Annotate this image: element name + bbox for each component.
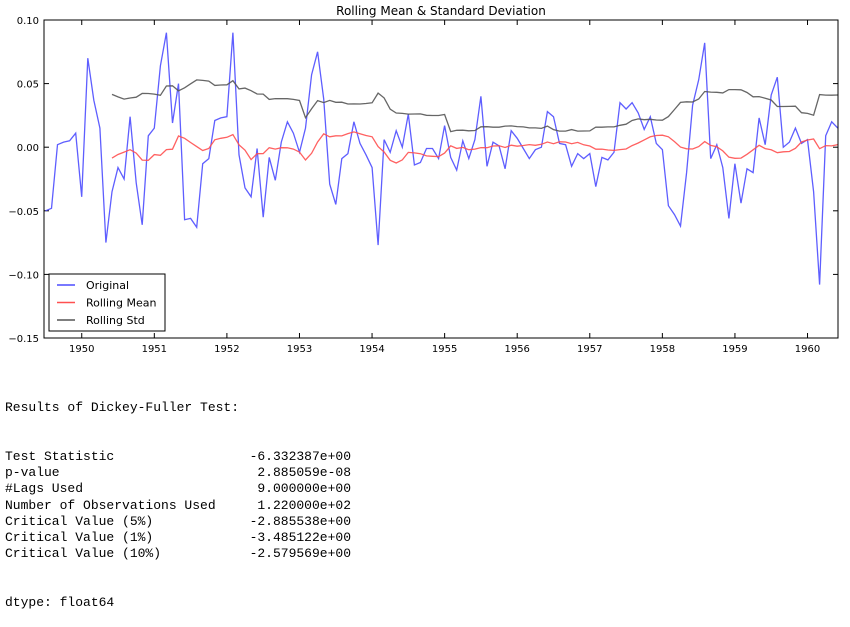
x-tick-label: 1957 — [577, 344, 602, 355]
output-value: -2.579569e+00 — [233, 546, 351, 562]
output-header: Results of Dickey-Fuller Test: — [5, 400, 351, 416]
x-tick-label: 1959 — [722, 344, 747, 355]
y-tick-label: −0.15 — [8, 334, 39, 345]
output-row: Critical Value (10%)-2.579569e+00 — [5, 546, 351, 562]
y-tick-label: 0.10 — [17, 16, 39, 27]
legend-label: Rolling Std — [86, 314, 145, 327]
x-tick-label: 1953 — [287, 344, 312, 355]
x-tick-label: 1951 — [142, 344, 167, 355]
output-value: -2.885538e+00 — [233, 514, 351, 530]
x-tick-label: 1956 — [504, 344, 529, 355]
output-value: 2.885059e-08 — [233, 465, 351, 481]
output-value: 9.000000e+00 — [233, 481, 351, 497]
x-tick-label: 1955 — [432, 344, 457, 355]
legend: Original Rolling Mean Rolling Std — [49, 274, 165, 331]
series-rolling-std-line — [112, 80, 838, 132]
y-tick-label: 0.00 — [17, 143, 39, 154]
output-row: Test Statistic-6.332387e+00 — [5, 449, 351, 465]
legend-label: Original — [86, 279, 129, 292]
output-row: Critical Value (5%)-2.885538e+00 — [5, 514, 351, 530]
x-tick-label: 1954 — [359, 344, 384, 355]
rolling-stats-chart: Rolling Mean & Standard Deviation 0.10 0.… — [0, 0, 850, 360]
y-tick-label: −0.10 — [8, 270, 39, 281]
output-value: -3.485122e+00 — [233, 530, 351, 546]
output-dtype: dtype: float64 — [5, 595, 351, 611]
output-label: Test Statistic — [5, 449, 233, 465]
y-tick-label: −0.05 — [8, 207, 39, 218]
legend-label: Rolling Mean — [86, 297, 156, 310]
output-label: Critical Value (1%) — [5, 530, 233, 546]
x-tick-label: 1952 — [214, 344, 239, 355]
output-value: -6.332387e+00 — [233, 449, 351, 465]
series-original-line — [46, 33, 838, 285]
output-label: Critical Value (10%) — [5, 546, 233, 562]
x-tick-label: 1960 — [795, 344, 820, 355]
x-tick-label: 1950 — [69, 344, 94, 355]
y-tick-label: 0.05 — [17, 80, 39, 91]
output-label: #Lags Used — [5, 481, 233, 497]
output-row: Critical Value (1%)-3.485122e+00 — [5, 530, 351, 546]
adf-test-output: Results of Dickey-Fuller Test: Test Stat… — [5, 368, 351, 627]
output-label: Critical Value (5%) — [5, 514, 233, 530]
x-tick-label: 1958 — [650, 344, 675, 355]
chart-title: Rolling Mean & Standard Deviation — [336, 4, 546, 18]
output-label: p-value — [5, 465, 233, 481]
output-value: 1.220000e+02 — [233, 498, 351, 514]
output-label: Number of Observations Used — [5, 498, 233, 514]
